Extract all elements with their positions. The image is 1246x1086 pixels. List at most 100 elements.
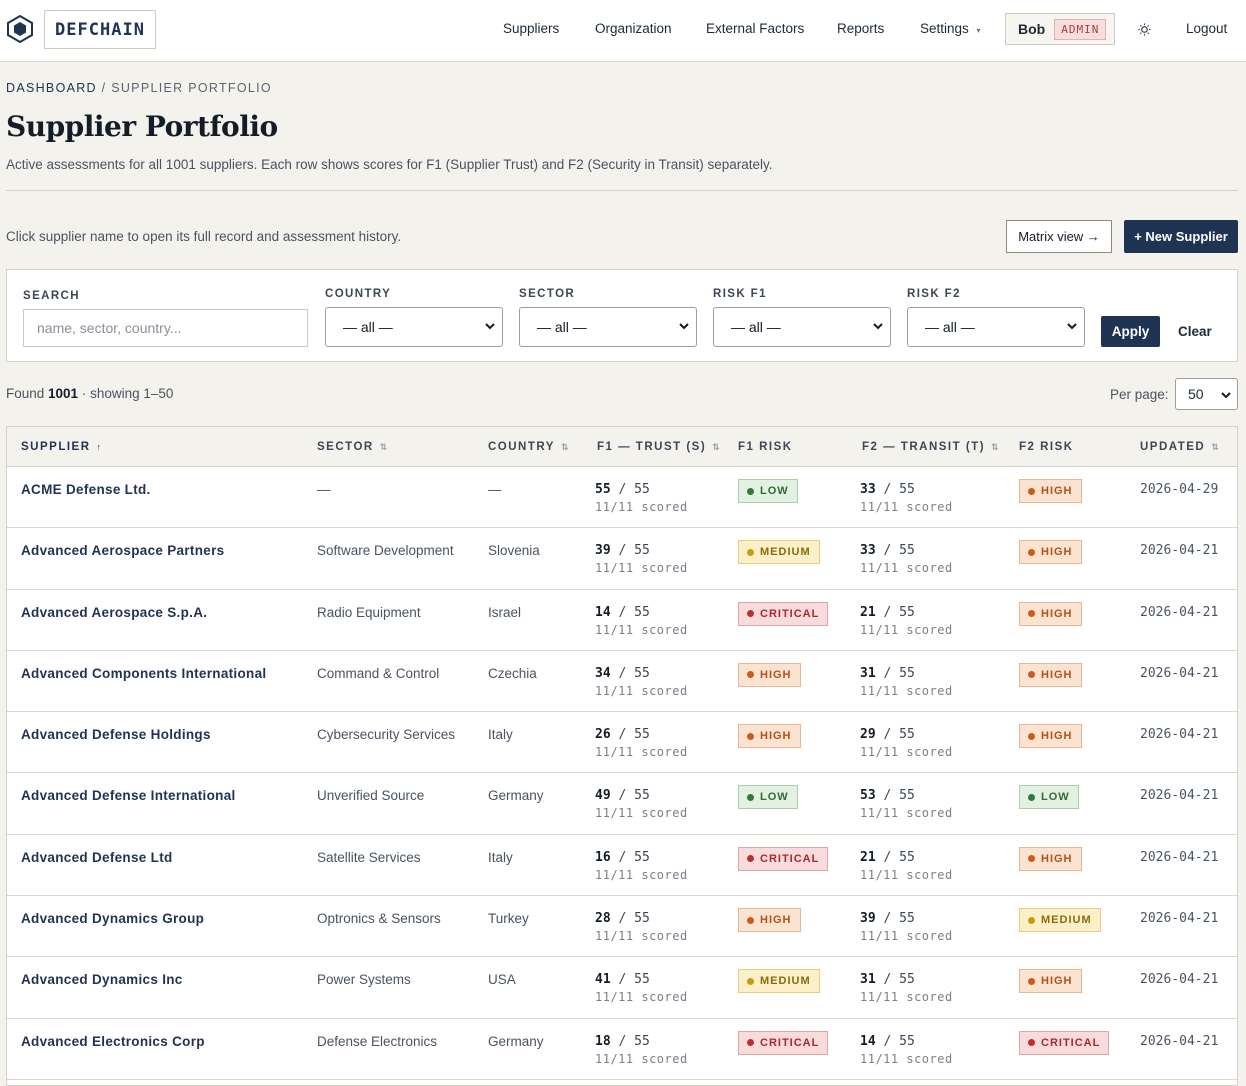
supplier-country: Germany (488, 1033, 544, 1049)
f2-score-max: 55 (899, 482, 915, 497)
th-sector[interactable]: SECTOR ⇅ (317, 441, 387, 453)
brand-logo[interactable]: DEFCHAIN (44, 10, 156, 49)
supplier-country: Turkey (488, 911, 529, 927)
breadcrumb-separator: / (96, 81, 112, 95)
risk-dot-icon (747, 793, 754, 801)
table-body: ACME Defense Ltd. — — 55 / 55 11/11 scor… (7, 467, 1237, 1080)
risk-dot-icon (747, 732, 754, 740)
table-row: Advanced Dynamics Inc Power Systems USA … (7, 957, 1237, 1019)
th-updated[interactable]: UPDATED ⇅ (1140, 441, 1219, 453)
supplier-sector: Software Development (317, 543, 454, 559)
th-f2-label: F2 — TRANSIT (T) (862, 441, 986, 453)
apply-button[interactable]: Apply (1101, 316, 1160, 347)
f1-risk-badge: HIGH (738, 662, 801, 687)
f2-risk-label: HIGH (1041, 852, 1073, 865)
risk-dot-icon (747, 487, 754, 495)
supplier-name-link[interactable]: Advanced Defense International (21, 788, 236, 804)
supplier-name-link[interactable]: Advanced Defense Holdings (21, 727, 211, 743)
risk-f1-label: RISK F1 (713, 288, 767, 300)
table-row: Advanced Components International Comman… (7, 651, 1237, 713)
risk-f2-select[interactable]: — all — (907, 307, 1085, 347)
sort-asc-icon: ↑ (96, 442, 102, 452)
hexagon-logo-icon[interactable] (7, 15, 33, 43)
risk-dot-icon (747, 548, 754, 556)
divider (6, 190, 1238, 191)
sun-icon[interactable] (1138, 23, 1151, 36)
f1-score: 18 / 55 (595, 1033, 650, 1049)
supplier-name-link[interactable]: Advanced Defense Ltd (21, 849, 173, 865)
th-f1-score[interactable]: F1 — TRUST (S) ⇅ (597, 441, 720, 453)
f1-risk-label: CRITICAL (760, 852, 820, 865)
per-page-select[interactable]: 50 (1175, 378, 1238, 410)
th-supplier[interactable]: SUPPLIER ↑ (21, 441, 101, 453)
supplier-country: Italy (488, 849, 513, 865)
sort-icon: ⇅ (379, 442, 388, 452)
f1-score-value: 26 (595, 727, 611, 743)
risk-dot-icon (747, 855, 754, 863)
nav-external-factors[interactable]: External Factors (706, 21, 805, 36)
nav-suppliers[interactable]: Suppliers (503, 21, 560, 36)
f2-risk-label: HIGH (1041, 730, 1073, 743)
f1-scored-count: 11/11 scored (595, 806, 688, 821)
supplier-sector: Optronics & Sensors (317, 911, 441, 927)
page-subtitle: Active assessments for all 1001 supplier… (6, 157, 773, 172)
f1-score: 14 / 55 (595, 604, 650, 620)
nav-settings[interactable]: Settings ▾ (920, 21, 981, 36)
breadcrumb-dashboard[interactable]: DASHBOARD (6, 81, 97, 95)
f1-risk-badge: LOW (738, 479, 798, 503)
risk-dot-icon (747, 671, 754, 679)
supplier-country: Italy (488, 727, 513, 743)
f1-scored-count: 11/11 scored (595, 929, 688, 944)
th-sector-label: SECTOR (317, 441, 374, 453)
supplier-name-link[interactable]: Advanced Aerospace Partners (21, 543, 225, 559)
f2-scored-count: 11/11 scored (860, 990, 953, 1005)
f1-risk-label: HIGH (760, 668, 792, 681)
f1-score: 55 / 55 (595, 482, 650, 497)
f2-risk-badge: HIGH (1019, 479, 1082, 503)
nav-reports[interactable]: Reports (837, 21, 885, 36)
updated-date: 2026-04-21 (1140, 604, 1219, 620)
search-input[interactable]: name, sector, country... (23, 309, 308, 347)
f1-score-value: 55 (595, 482, 611, 497)
risk-f1-select[interactable]: — all — (713, 307, 891, 347)
supplier-name-link[interactable]: Advanced Aerospace S.p.A. (21, 604, 208, 620)
supplier-name-link[interactable]: Advanced Dynamics Inc (21, 972, 183, 988)
f2-score-value: 21 (860, 849, 876, 865)
supplier-sector: Satellite Services (317, 849, 421, 865)
th-country[interactable]: COUNTRY ⇅ (488, 441, 568, 453)
f2-score: 39 / 55 (860, 911, 915, 927)
supplier-name-link[interactable]: Advanced Electronics Corp (21, 1033, 205, 1049)
th-f2-risk: F2 RISK (1019, 441, 1074, 453)
f2-risk-badge: CRITICAL (1019, 1030, 1110, 1055)
updated-date: 2026-04-21 (1140, 665, 1219, 681)
supplier-name-link[interactable]: Advanced Components International (21, 665, 267, 681)
supplier-name-link[interactable]: ACME Defense Ltd. (21, 482, 151, 497)
matrix-view-button[interactable]: Matrix view → (1006, 220, 1112, 253)
new-supplier-button[interactable]: + New Supplier (1124, 220, 1238, 253)
f1-score-value: 16 (595, 849, 611, 865)
logout-link[interactable]: Logout (1186, 21, 1228, 36)
supplier-name-link[interactable]: Advanced Dynamics Group (21, 911, 205, 927)
f1-scored-count: 11/11 scored (595, 500, 688, 514)
th-f2-score[interactable]: F2 — TRANSIT (T) ⇅ (862, 441, 999, 453)
f1-risk-badge: CRITICAL (738, 601, 829, 626)
country-select[interactable]: — all — (325, 307, 503, 347)
user-menu[interactable]: Bob ADMIN (1005, 13, 1115, 45)
f2-risk-label: HIGH (1041, 546, 1073, 559)
f1-score-max: 55 (634, 972, 650, 988)
supplier-sector: Radio Equipment (317, 604, 421, 620)
role-badge: ADMIN (1054, 18, 1107, 40)
updated-date: 2026-04-21 (1140, 727, 1219, 743)
updated-date: 2026-04-21 (1140, 543, 1219, 559)
updated-date: 2026-04-21 (1140, 911, 1219, 927)
f1-score: 49 / 55 (595, 788, 650, 804)
f2-risk-badge: HIGH (1019, 846, 1082, 871)
sector-select[interactable]: — all — (519, 307, 697, 347)
per-page-value: 50 (1188, 386, 1204, 402)
nav-organization[interactable]: Organization (595, 21, 672, 36)
chevron-down-icon (679, 323, 689, 330)
main-nav: Suppliers Organization External Factors … (0, 0, 1246, 62)
f2-score-max: 55 (899, 543, 915, 559)
clear-button[interactable]: Clear (1178, 324, 1212, 339)
f2-risk-badge: HIGH (1019, 724, 1082, 749)
